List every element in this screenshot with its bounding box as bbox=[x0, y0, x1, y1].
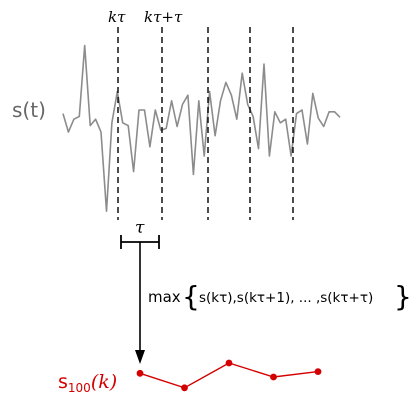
output-point-5 bbox=[314, 368, 322, 375]
output-points bbox=[136, 359, 322, 392]
max-formula: max { s(kτ),s(kτ+1), ... ,s(kτ+τ) } bbox=[148, 280, 410, 313]
output-label-base: s bbox=[58, 371, 68, 393]
output-label-argument: (k) bbox=[91, 371, 117, 393]
downward-arrow bbox=[135, 242, 145, 364]
signal-label: s(t) bbox=[12, 98, 46, 122]
output-label-subscript: 100 bbox=[68, 381, 91, 393]
tau-label: τ bbox=[135, 218, 145, 238]
window-boundary-lines bbox=[117, 27, 294, 220]
output-point-2 bbox=[181, 384, 188, 392]
output-trace bbox=[139, 362, 319, 389]
window-start-label: kτ bbox=[108, 8, 126, 26]
output-point-3 bbox=[225, 359, 233, 367]
output-label: s100(k) bbox=[58, 371, 117, 393]
output-point-1 bbox=[136, 369, 144, 377]
left-brace: { bbox=[182, 280, 200, 313]
output-point-4 bbox=[270, 373, 277, 381]
signal-trace bbox=[62, 44, 341, 212]
right-brace: } bbox=[394, 280, 410, 313]
window-end-label: kτ+τ bbox=[144, 8, 183, 26]
max-sequence: s(kτ),s(kτ+1), ... ,s(kτ+τ) bbox=[199, 290, 373, 306]
max-label: max bbox=[148, 288, 181, 306]
